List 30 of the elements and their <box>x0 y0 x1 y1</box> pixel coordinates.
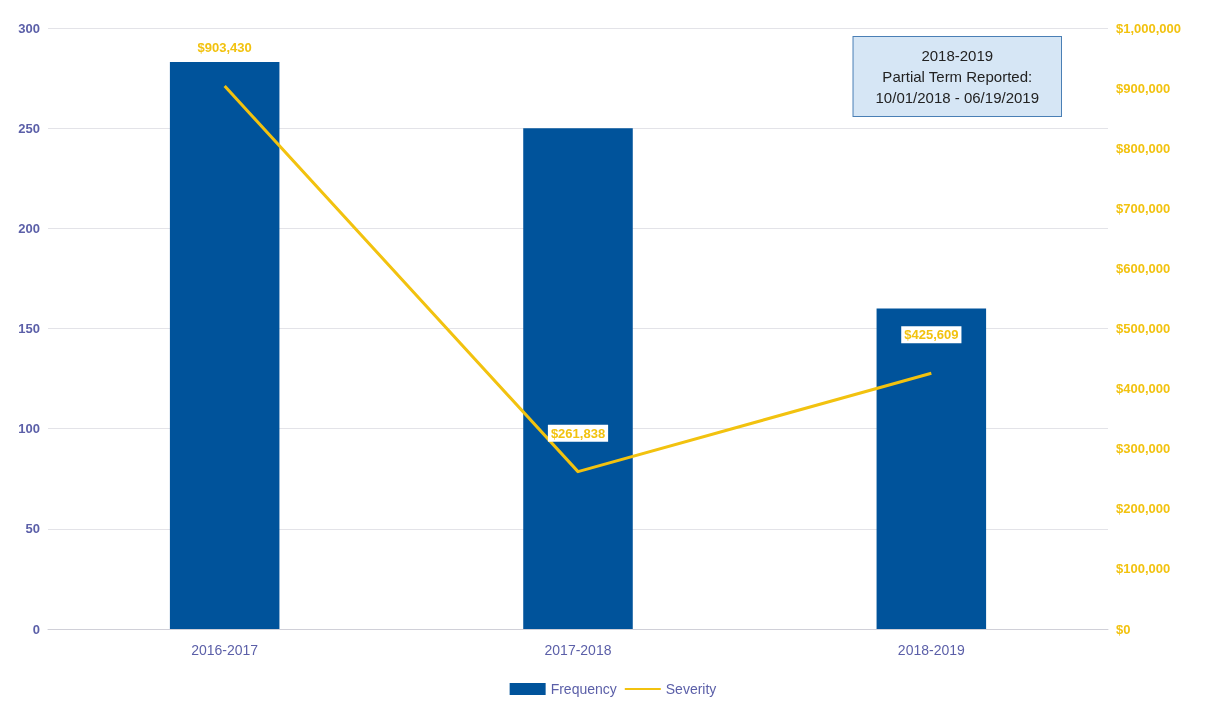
data-label: $261,838 <box>550 425 606 441</box>
y-tick-label: 50 <box>25 521 40 537</box>
y2-tick-label: $600,000 <box>1116 260 1171 276</box>
bar <box>876 308 987 629</box>
y-tick-label: 300 <box>18 20 40 36</box>
data-label: $425,609 <box>904 327 959 343</box>
data-label: $903,430 <box>197 40 252 56</box>
y2-tick-label: $100,000 <box>1116 561 1171 577</box>
legend-label: Severity <box>665 681 717 697</box>
bar <box>523 128 633 629</box>
y2-tick-label: $1,000,000 <box>1116 20 1182 36</box>
y-tick-label: 250 <box>18 120 40 136</box>
y2-tick-label: $700,000 <box>1116 200 1171 216</box>
y2-tick-label: $500,000 <box>1116 321 1171 336</box>
y2-tick-label: $0 <box>1116 621 1131 637</box>
x-tick-label: 2017-2018 <box>544 642 612 658</box>
y2-tick-label: $800,000 <box>1116 140 1171 156</box>
annotation: 2018-2019 Partial Term Reported: 10/01/2018 - 06/19/2019 <box>875 47 1039 106</box>
y-tick-label: 150 <box>18 321 40 336</box>
y2-tick-label: $900,000 <box>1116 80 1171 96</box>
x-tick-label: 2016-2017 <box>191 642 259 658</box>
y-tick-label: 0 <box>32 621 40 637</box>
y-tick-label: 200 <box>18 220 40 236</box>
y2-tick-label: $200,000 <box>1116 501 1171 517</box>
y2-tick-label: $300,000 <box>1116 441 1171 457</box>
bar <box>169 62 280 629</box>
y-tick-label: 100 <box>18 421 40 437</box>
legend-label: Frequency <box>550 681 617 697</box>
x-tick-label: 2018-2019 <box>897 642 966 658</box>
y2-tick-label: $400,000 <box>1116 381 1171 397</box>
